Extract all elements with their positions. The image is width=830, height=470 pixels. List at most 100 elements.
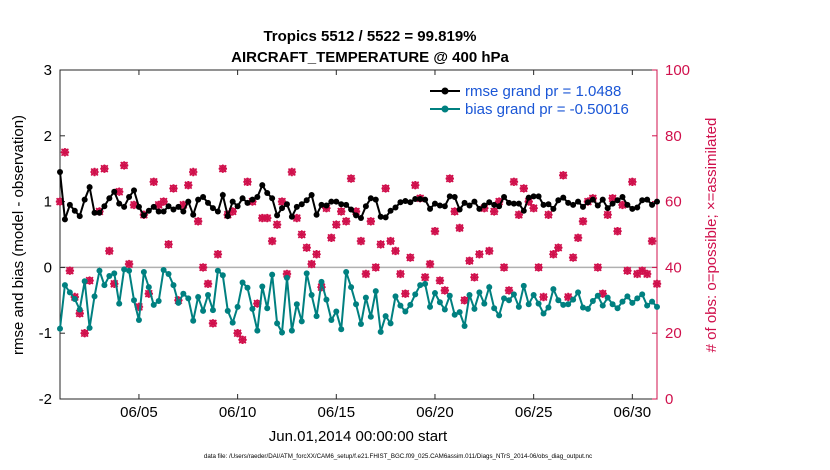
legend-label-bias: bias grand pr = -0.50016 <box>465 101 629 118</box>
rmse-point <box>150 203 157 210</box>
bias-point <box>545 304 552 311</box>
obs-assimilated-marker <box>573 233 583 242</box>
rmse-point <box>550 205 557 212</box>
rmse-point <box>362 203 369 210</box>
obs-assimilated-marker <box>263 213 272 223</box>
obs-assimilated-marker <box>425 259 435 269</box>
rmse-point <box>190 211 197 218</box>
obs-assimilated-marker <box>169 184 178 193</box>
bias-point <box>481 300 488 307</box>
rmse-point <box>486 199 493 206</box>
bias-series <box>57 266 660 336</box>
rmse-point <box>308 192 315 199</box>
y-left-tick-label: 1 <box>44 194 52 211</box>
rmse-point <box>525 194 532 201</box>
rmse-series <box>57 168 660 223</box>
obs-assimilated-marker <box>164 240 173 249</box>
obs-assimilated-marker <box>406 253 415 262</box>
rmse-point <box>274 212 281 219</box>
bias-point <box>510 291 517 298</box>
x-tick-label: 06/30 <box>614 404 652 421</box>
rmse-point <box>441 203 448 210</box>
rmse-point <box>560 194 567 201</box>
obs-assimilated-marker <box>519 184 528 193</box>
bias-point <box>323 296 330 303</box>
bias-point <box>239 279 246 286</box>
bias-point <box>614 305 621 312</box>
obs-assimilated-marker <box>238 335 247 344</box>
bias-point <box>565 301 572 308</box>
rmse-point <box>520 207 527 214</box>
bias-point <box>264 305 271 312</box>
obs-assimilated-marker <box>85 276 94 285</box>
obs-assimilated-marker <box>80 329 89 338</box>
bias-point <box>377 328 384 335</box>
obs-assimilated-marker <box>208 319 218 328</box>
obs-assimilated-marker <box>105 246 114 256</box>
bias-point <box>501 295 508 302</box>
obs-assimilated-marker <box>475 250 484 259</box>
rmse-point <box>431 200 438 207</box>
bias-point <box>649 298 656 305</box>
obs-assimilated-marker <box>578 217 588 226</box>
rmse-point <box>397 199 404 206</box>
bias-point <box>466 292 473 299</box>
bias-point <box>486 284 493 291</box>
bias-point <box>328 317 335 324</box>
bias-point <box>441 306 448 313</box>
obs-assimilated-marker <box>307 259 316 269</box>
obs-assimilated-marker <box>652 279 662 289</box>
rmse-point <box>422 196 429 203</box>
rmse-point <box>239 195 246 202</box>
obs-assimilated-marker <box>411 180 420 190</box>
obs-assimilated-marker <box>470 273 479 282</box>
rmse-point <box>491 201 498 208</box>
rmse-point <box>269 195 276 202</box>
obs-assimilated-marker <box>623 266 632 275</box>
obs-assimilated-marker <box>539 292 548 302</box>
bias-point <box>298 318 305 325</box>
y-right-tick-label: 20 <box>665 325 682 342</box>
obs-assimilated-marker <box>371 263 380 272</box>
rmse-point <box>654 198 660 205</box>
obs-assimilated-marker <box>110 279 119 289</box>
x-tick-label: 06/20 <box>416 404 454 421</box>
bias-point <box>555 297 562 304</box>
bias-point <box>209 307 216 314</box>
bias-point <box>71 295 78 302</box>
obs-assimilated-marker <box>637 266 647 275</box>
obs-assimilated-marker <box>559 171 568 180</box>
rmse-point <box>461 199 468 206</box>
obs-assimilated-marker <box>618 200 627 210</box>
bias-point <box>308 292 315 299</box>
obs-assimilated-marker <box>119 161 129 170</box>
bias-point <box>76 306 83 313</box>
bias-point <box>165 270 172 277</box>
bias-point <box>66 289 73 296</box>
rmse-point <box>264 190 271 197</box>
obs-assimilated-marker <box>297 230 306 239</box>
bias-point <box>609 301 616 308</box>
rmse-point <box>619 193 626 200</box>
bias-point <box>131 297 138 304</box>
bias-point <box>313 313 320 320</box>
bias-point <box>269 271 276 278</box>
obs-assimilated-marker <box>401 289 410 298</box>
rmse-point <box>427 205 434 212</box>
rmse-point <box>214 208 221 215</box>
bias-point <box>644 302 651 309</box>
obs-assimilated-marker <box>312 250 321 259</box>
obs-assimilated-marker <box>55 197 65 206</box>
rmse-point <box>644 196 651 203</box>
rmse-point <box>131 187 138 194</box>
bias-point <box>357 320 364 327</box>
rmse-point <box>481 202 488 209</box>
bias-point <box>476 289 483 296</box>
bias-point <box>155 297 162 304</box>
bias-point <box>525 301 532 308</box>
obs-assimilated-marker <box>386 236 395 246</box>
obs-assimilated-marker <box>642 269 652 279</box>
rmse-point <box>333 198 340 205</box>
bias-point <box>589 297 596 304</box>
